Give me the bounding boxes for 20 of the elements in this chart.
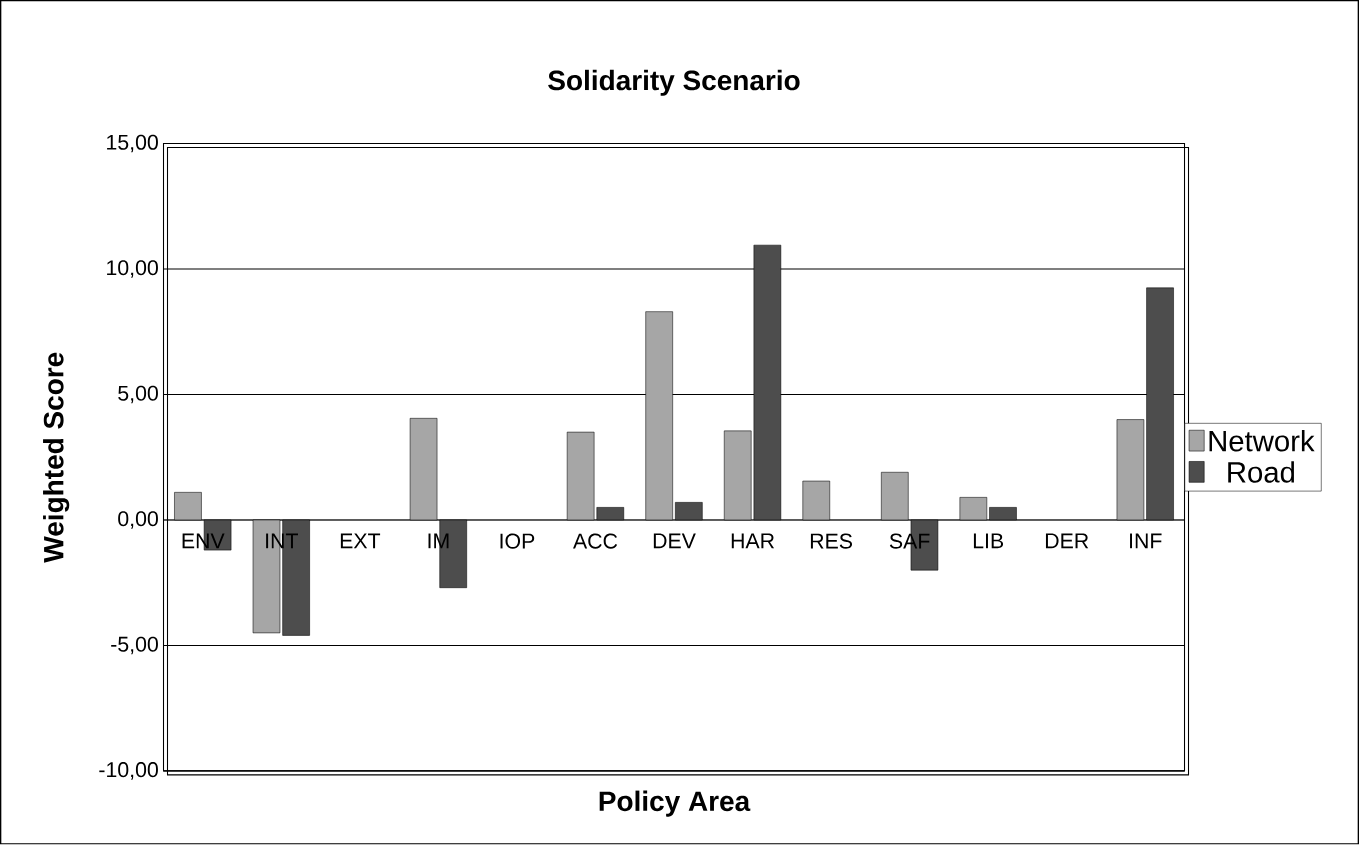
x-tick-label: LIB [973,533,1004,549]
x-tick-label: IOP [500,533,535,549]
x-tick-label: INF [1130,533,1162,549]
legend-label: Road [1228,461,1294,483]
y-tick-label: 15,00 [107,134,158,153]
legend-label: Network [1209,430,1315,452]
x-axis-title: Policy Area [599,790,751,817]
y-axis-title: Weighted Score [43,352,70,563]
chart-title: Solidarity Scenario [548,70,800,97]
y-tick-label: 10,00 [107,260,158,279]
x-tick-label: RES [810,533,853,549]
x-tick-label: EXT [340,533,381,549]
y-tick-label: 5,00 [118,385,158,404]
x-tick-label: DER [1045,533,1089,549]
x-tick-label: ACC [573,533,618,549]
y-tick-label: 0,00 [118,511,158,529]
y-tick-label: -10,00 [99,762,158,780]
y-tick-label: -5,00 [111,636,158,655]
x-tick-label: HAR [731,533,775,549]
x-tick-label: DEV [653,533,696,549]
